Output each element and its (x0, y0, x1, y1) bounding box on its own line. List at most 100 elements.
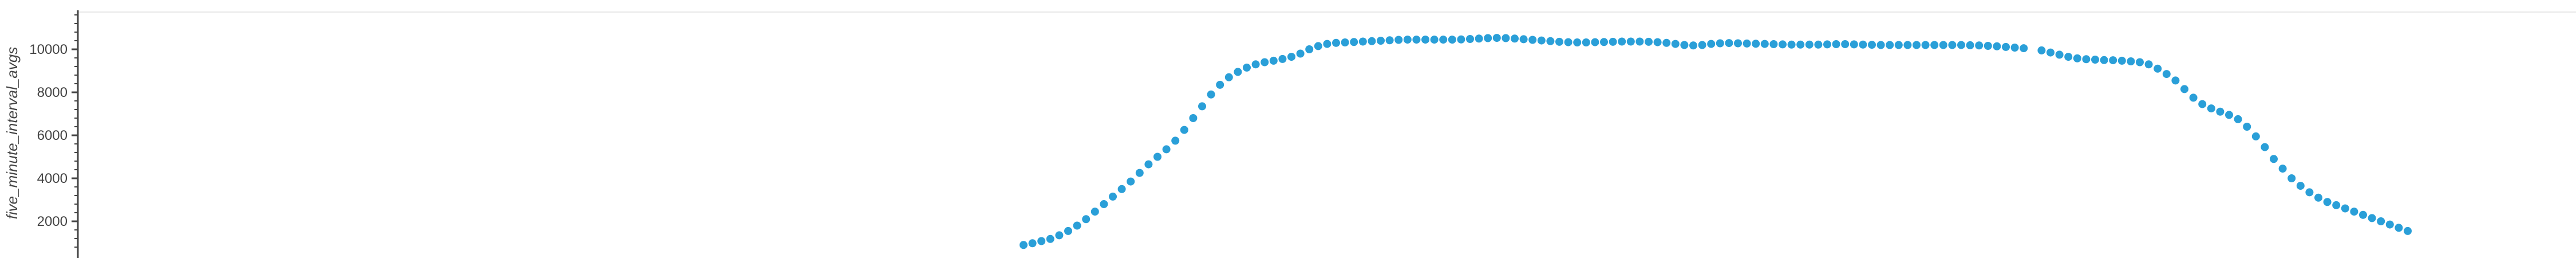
data-point (1073, 221, 1081, 230)
data-point (1323, 40, 1332, 48)
data-point (1939, 41, 1947, 49)
data-point (2073, 54, 2081, 62)
data-point (2287, 174, 2296, 182)
data-point (1591, 38, 1599, 46)
y-tick-label: 8000 (37, 85, 68, 100)
data-point (1028, 239, 1037, 248)
data-point (2020, 44, 2028, 53)
data-point (1502, 34, 1510, 42)
data-point (1135, 169, 1144, 177)
data-point (1305, 45, 1314, 53)
data-point (1698, 41, 1706, 49)
data-point (2216, 107, 2225, 116)
data-point (1314, 42, 1322, 50)
data-point (1394, 36, 1403, 44)
data-point (1850, 40, 1858, 49)
data-point (1278, 54, 1287, 63)
data-point (1832, 40, 1840, 48)
data-point (1368, 37, 1376, 45)
data-point (2341, 204, 2349, 213)
data-point (2010, 44, 2019, 52)
data-point (1198, 102, 1206, 111)
data-point (1716, 39, 1724, 48)
data-point (1609, 37, 1617, 46)
data-point (1805, 40, 1814, 49)
data-point (1341, 38, 1349, 46)
data-point (1448, 36, 1456, 44)
data-point (2127, 57, 2135, 65)
data-point (2002, 42, 2010, 51)
data-point (2037, 46, 2046, 54)
data-point (1760, 40, 1769, 48)
data-point (2368, 214, 2376, 222)
data-point (1528, 36, 1537, 44)
data-point (2180, 85, 2188, 93)
data-point (1779, 40, 1787, 49)
data-point (2251, 132, 2260, 140)
data-point (1734, 39, 1742, 48)
data-point (1635, 37, 1644, 46)
data-point (1457, 35, 1465, 44)
data-point (1814, 40, 1823, 49)
y-tick-label: 10000 (29, 42, 68, 57)
data-point (1707, 40, 1716, 48)
data-point (1841, 40, 1850, 48)
data-point (2404, 226, 2412, 235)
data-point (1492, 34, 1501, 42)
data-point (1251, 60, 1260, 69)
data-point (1037, 237, 1046, 245)
data-point (1582, 38, 1590, 46)
y-major-ticks: 2000 4000 6000 8000 10000 (29, 42, 78, 229)
data-point (1662, 38, 1671, 47)
data-point (1948, 41, 1957, 49)
data-point (1930, 41, 1939, 49)
data-point (1886, 41, 1894, 49)
data-point (1689, 41, 1697, 50)
data-point (1082, 215, 1091, 224)
data-point (1189, 114, 1198, 122)
data-point (1350, 38, 1358, 46)
y-axis-title: five_minute_interval_avgs (3, 47, 21, 220)
data-point (1412, 36, 1421, 44)
data-point (1573, 38, 1582, 46)
data-point (1064, 226, 1072, 235)
data-point (2109, 56, 2117, 65)
data-point (2207, 104, 2215, 113)
y-tick-label: 4000 (37, 171, 68, 186)
data-point (2314, 193, 2322, 202)
data-point (1144, 160, 1153, 169)
data-point (1243, 63, 1251, 72)
data-point (2162, 70, 2171, 79)
data-point (2323, 198, 2332, 206)
data-point (2395, 224, 2403, 232)
data-point (1752, 40, 1760, 48)
data-point (2305, 188, 2314, 197)
data-point (1913, 41, 1921, 49)
y-minor-ticks (74, 14, 78, 248)
data-point (1859, 40, 1867, 49)
data-point (2082, 55, 2091, 64)
data-point (1046, 234, 1054, 243)
data-point (1055, 231, 1064, 240)
data-point (1876, 41, 1885, 49)
data-point (1671, 40, 1680, 48)
data-point (1975, 41, 1984, 50)
data-point (1680, 41, 1689, 49)
data-point (2144, 60, 2153, 69)
data-point (1546, 37, 1555, 45)
data-point (1725, 39, 1733, 48)
data-point (2055, 50, 2064, 59)
data-point (1466, 35, 1474, 43)
data-point (1966, 41, 1974, 49)
data-point (1823, 40, 1831, 49)
data-point (1421, 36, 1429, 44)
data-point (1787, 40, 1796, 49)
data-point (1358, 37, 1367, 46)
data-point (1519, 35, 1528, 44)
data-point (1894, 41, 1903, 49)
data-point (1100, 200, 1108, 208)
data-point (1796, 40, 1805, 49)
data-point (1207, 90, 1215, 99)
data-point (1091, 208, 1099, 216)
